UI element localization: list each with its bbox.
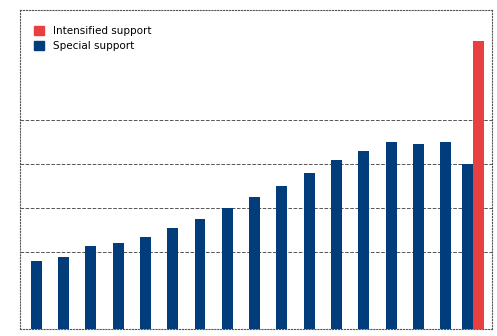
Bar: [358, 151, 369, 329]
Legend: Intensified support, Special support: Intensified support, Special support: [30, 22, 156, 55]
Bar: [222, 208, 233, 329]
Bar: [473, 41, 484, 329]
Bar: [413, 144, 424, 329]
Bar: [31, 261, 42, 329]
Bar: [249, 197, 260, 329]
Bar: [462, 164, 473, 329]
Bar: [85, 246, 96, 329]
Bar: [304, 173, 315, 329]
Bar: [140, 237, 151, 329]
Bar: [331, 160, 342, 329]
Bar: [167, 228, 178, 329]
Bar: [440, 142, 451, 329]
Bar: [58, 257, 69, 329]
Bar: [113, 243, 124, 329]
Bar: [276, 186, 287, 329]
Bar: [194, 219, 205, 329]
Bar: [386, 142, 397, 329]
